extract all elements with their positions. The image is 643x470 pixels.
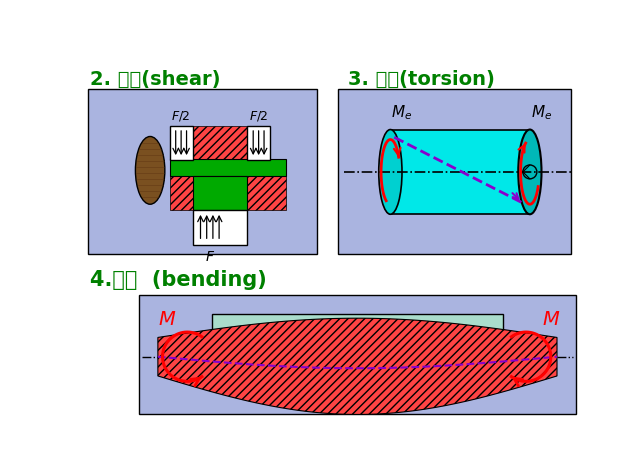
Bar [170, 159, 285, 176]
Text: 3. 扛转(torsion): 3. 扛转(torsion) [348, 70, 494, 89]
Polygon shape [158, 318, 557, 415]
Text: $M_e$: $M_e$ [531, 103, 552, 122]
Bar [88, 89, 317, 254]
Bar [193, 176, 247, 211]
Text: 2. 剫切(shear): 2. 剫切(shear) [89, 70, 220, 89]
Bar [390, 130, 530, 214]
Bar [170, 125, 193, 160]
Bar [247, 125, 270, 160]
Ellipse shape [379, 130, 402, 214]
Bar [212, 314, 503, 360]
Text: $F/2$: $F/2$ [172, 109, 191, 123]
Text: $M$: $M$ [541, 310, 560, 329]
Text: $F/2$: $F/2$ [249, 109, 268, 123]
Text: $M_e$: $M_e$ [392, 103, 413, 122]
Ellipse shape [518, 130, 541, 214]
Text: $F$: $F$ [204, 251, 215, 265]
Bar [138, 295, 576, 415]
Bar [193, 125, 247, 160]
Ellipse shape [136, 136, 165, 204]
Text: $M$: $M$ [158, 310, 176, 329]
Text: 4.弯曲  (bending): 4.弯曲 (bending) [89, 270, 266, 290]
Bar [193, 211, 247, 245]
Bar [338, 89, 571, 254]
Bar [170, 176, 285, 211]
